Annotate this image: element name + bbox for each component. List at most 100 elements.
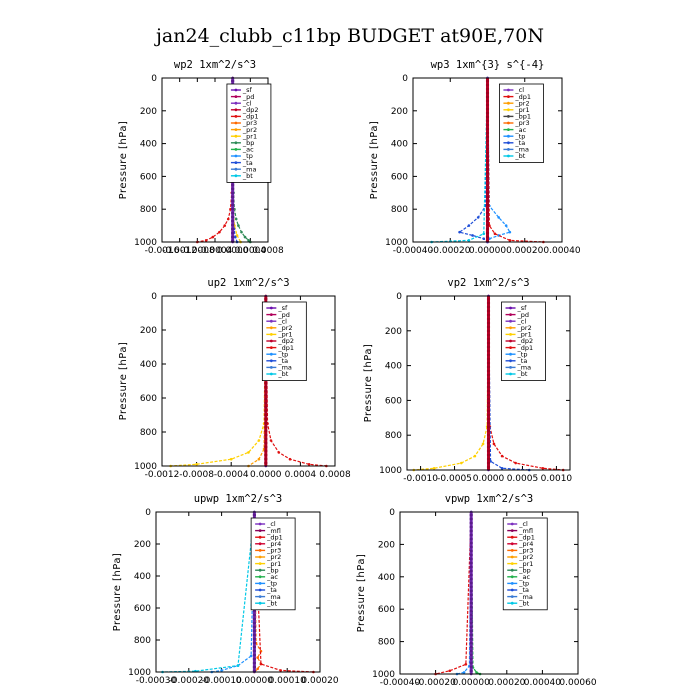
legend-label: _ma (518, 593, 533, 601)
legend-label: _dp1 (517, 344, 534, 352)
chart-panel-5: upwp 1xm^2/s^3 Pressure [hPa] 0 200 400 600 80… (112, 493, 339, 686)
legend-label: _pr1 (277, 331, 292, 339)
legend-label: _pr3 (518, 547, 533, 555)
y-tick-label: 600 (385, 396, 402, 406)
data-point (514, 461, 517, 465)
zero-profile-marker (469, 601, 473, 605)
zero-profile-marker (485, 187, 490, 191)
zero-profile-marker (469, 597, 473, 601)
y-tick-label: 200 (391, 107, 408, 117)
x-tick-label: 0.00040 (524, 678, 561, 688)
zero-profile-marker (264, 433, 268, 437)
data-point (229, 457, 233, 461)
zero-profile-marker (264, 401, 268, 405)
data-point (259, 662, 263, 666)
zero-profile-marker (469, 621, 473, 625)
zero-profile-marker (264, 445, 268, 449)
y-tick-label: 400 (140, 140, 157, 150)
legend-label: _pr2 (517, 324, 532, 332)
zero-profile-marker (469, 629, 473, 633)
legend-label: _bp (266, 566, 279, 574)
zero-profile-marker (485, 159, 490, 163)
zero-profile-marker (485, 147, 490, 151)
x-tick-label: 0.00000 (469, 246, 506, 256)
y-tick-label: 0 (145, 508, 151, 518)
zero-profile-marker (486, 449, 491, 453)
legend-marker (269, 346, 273, 349)
zero-profile-marker (486, 337, 491, 341)
zero-profile-marker (264, 393, 268, 397)
zero-profile-marker (486, 401, 491, 405)
zero-profile-marker (485, 235, 490, 239)
legend-marker (269, 372, 273, 376)
legend-marker (258, 549, 262, 552)
legend-marker (507, 95, 510, 98)
zero-profile-marker (264, 429, 268, 433)
data-point (307, 463, 311, 466)
legend-marker (510, 568, 514, 572)
legend-marker (258, 522, 262, 526)
legend-marker (269, 339, 273, 343)
legend-marker (258, 555, 262, 559)
data-point (279, 669, 282, 672)
legend-label: _pd (517, 311, 530, 319)
data-point (277, 451, 281, 454)
panel-title: wp2 1xm^2/s^3 (174, 59, 256, 71)
zero-profile-marker (485, 111, 490, 115)
zero-profile-marker (469, 589, 473, 593)
x-tick-label: -0.00040 (380, 678, 421, 688)
legend-marker (510, 555, 514, 559)
zero-profile-marker (485, 231, 490, 235)
data-point (464, 662, 468, 666)
zero-profile-marker (469, 649, 473, 653)
legend-label: _pr2 (277, 324, 292, 332)
zero-profile-marker (264, 449, 268, 453)
zero-profile-marker (231, 223, 235, 227)
zero-profile-marker (486, 433, 491, 437)
legend-marker (258, 568, 262, 572)
zero-profile-marker (485, 171, 490, 175)
zero-profile-marker (231, 191, 235, 195)
zero-profile-marker (252, 649, 256, 653)
legend-marker (258, 535, 262, 539)
legend-marker (234, 95, 238, 98)
legend-label: _tp (518, 580, 529, 588)
data-point (236, 664, 240, 667)
zero-profile-marker (231, 219, 235, 223)
plot-frame (155, 511, 321, 673)
zero-profile-marker (485, 79, 490, 83)
series-line-tp (211, 511, 255, 673)
zero-profile-marker (469, 641, 473, 645)
x-tick-label: -0.0008 (179, 470, 214, 480)
zero-profile-marker (485, 87, 490, 91)
y-tick-label: 0 (402, 74, 408, 84)
legend-marker (509, 359, 512, 363)
zero-profile-marker (469, 633, 473, 637)
zero-profile-marker (264, 441, 268, 445)
x-tick-label: 0.0004 (285, 470, 317, 480)
legend: _cl_dp1_pr2_pr1_bp1_pr3_ac_tp_ta_ma_bt (499, 83, 544, 163)
y-tick-label: 400 (140, 360, 157, 370)
legend-marker (269, 352, 273, 356)
zero-profile-marker (469, 557, 473, 561)
zero-profile-marker (485, 195, 490, 199)
legend-box (226, 83, 272, 183)
zero-profile-marker (486, 417, 491, 421)
legend-label: _pr2 (242, 126, 257, 134)
legend-label: _pr3 (266, 547, 281, 555)
legend-label: _cl (242, 99, 252, 107)
legend-marker (509, 326, 512, 330)
legend-marker (510, 582, 514, 585)
legend-label: _pr1 (514, 106, 529, 114)
zero-profile-marker (486, 425, 491, 429)
data-point (223, 224, 227, 227)
zero-profile-marker (486, 341, 491, 345)
zero-profile-marker (252, 625, 256, 629)
zero-profile-marker (469, 665, 473, 669)
y-tick-label: 1000 (372, 670, 395, 680)
legend-label: _pr3 (242, 119, 257, 127)
legend-label: _cl (266, 520, 276, 528)
x-tick-label: 0.0010 (541, 474, 573, 484)
zero-profile-marker (469, 521, 473, 525)
zero-profile-marker (486, 441, 491, 445)
